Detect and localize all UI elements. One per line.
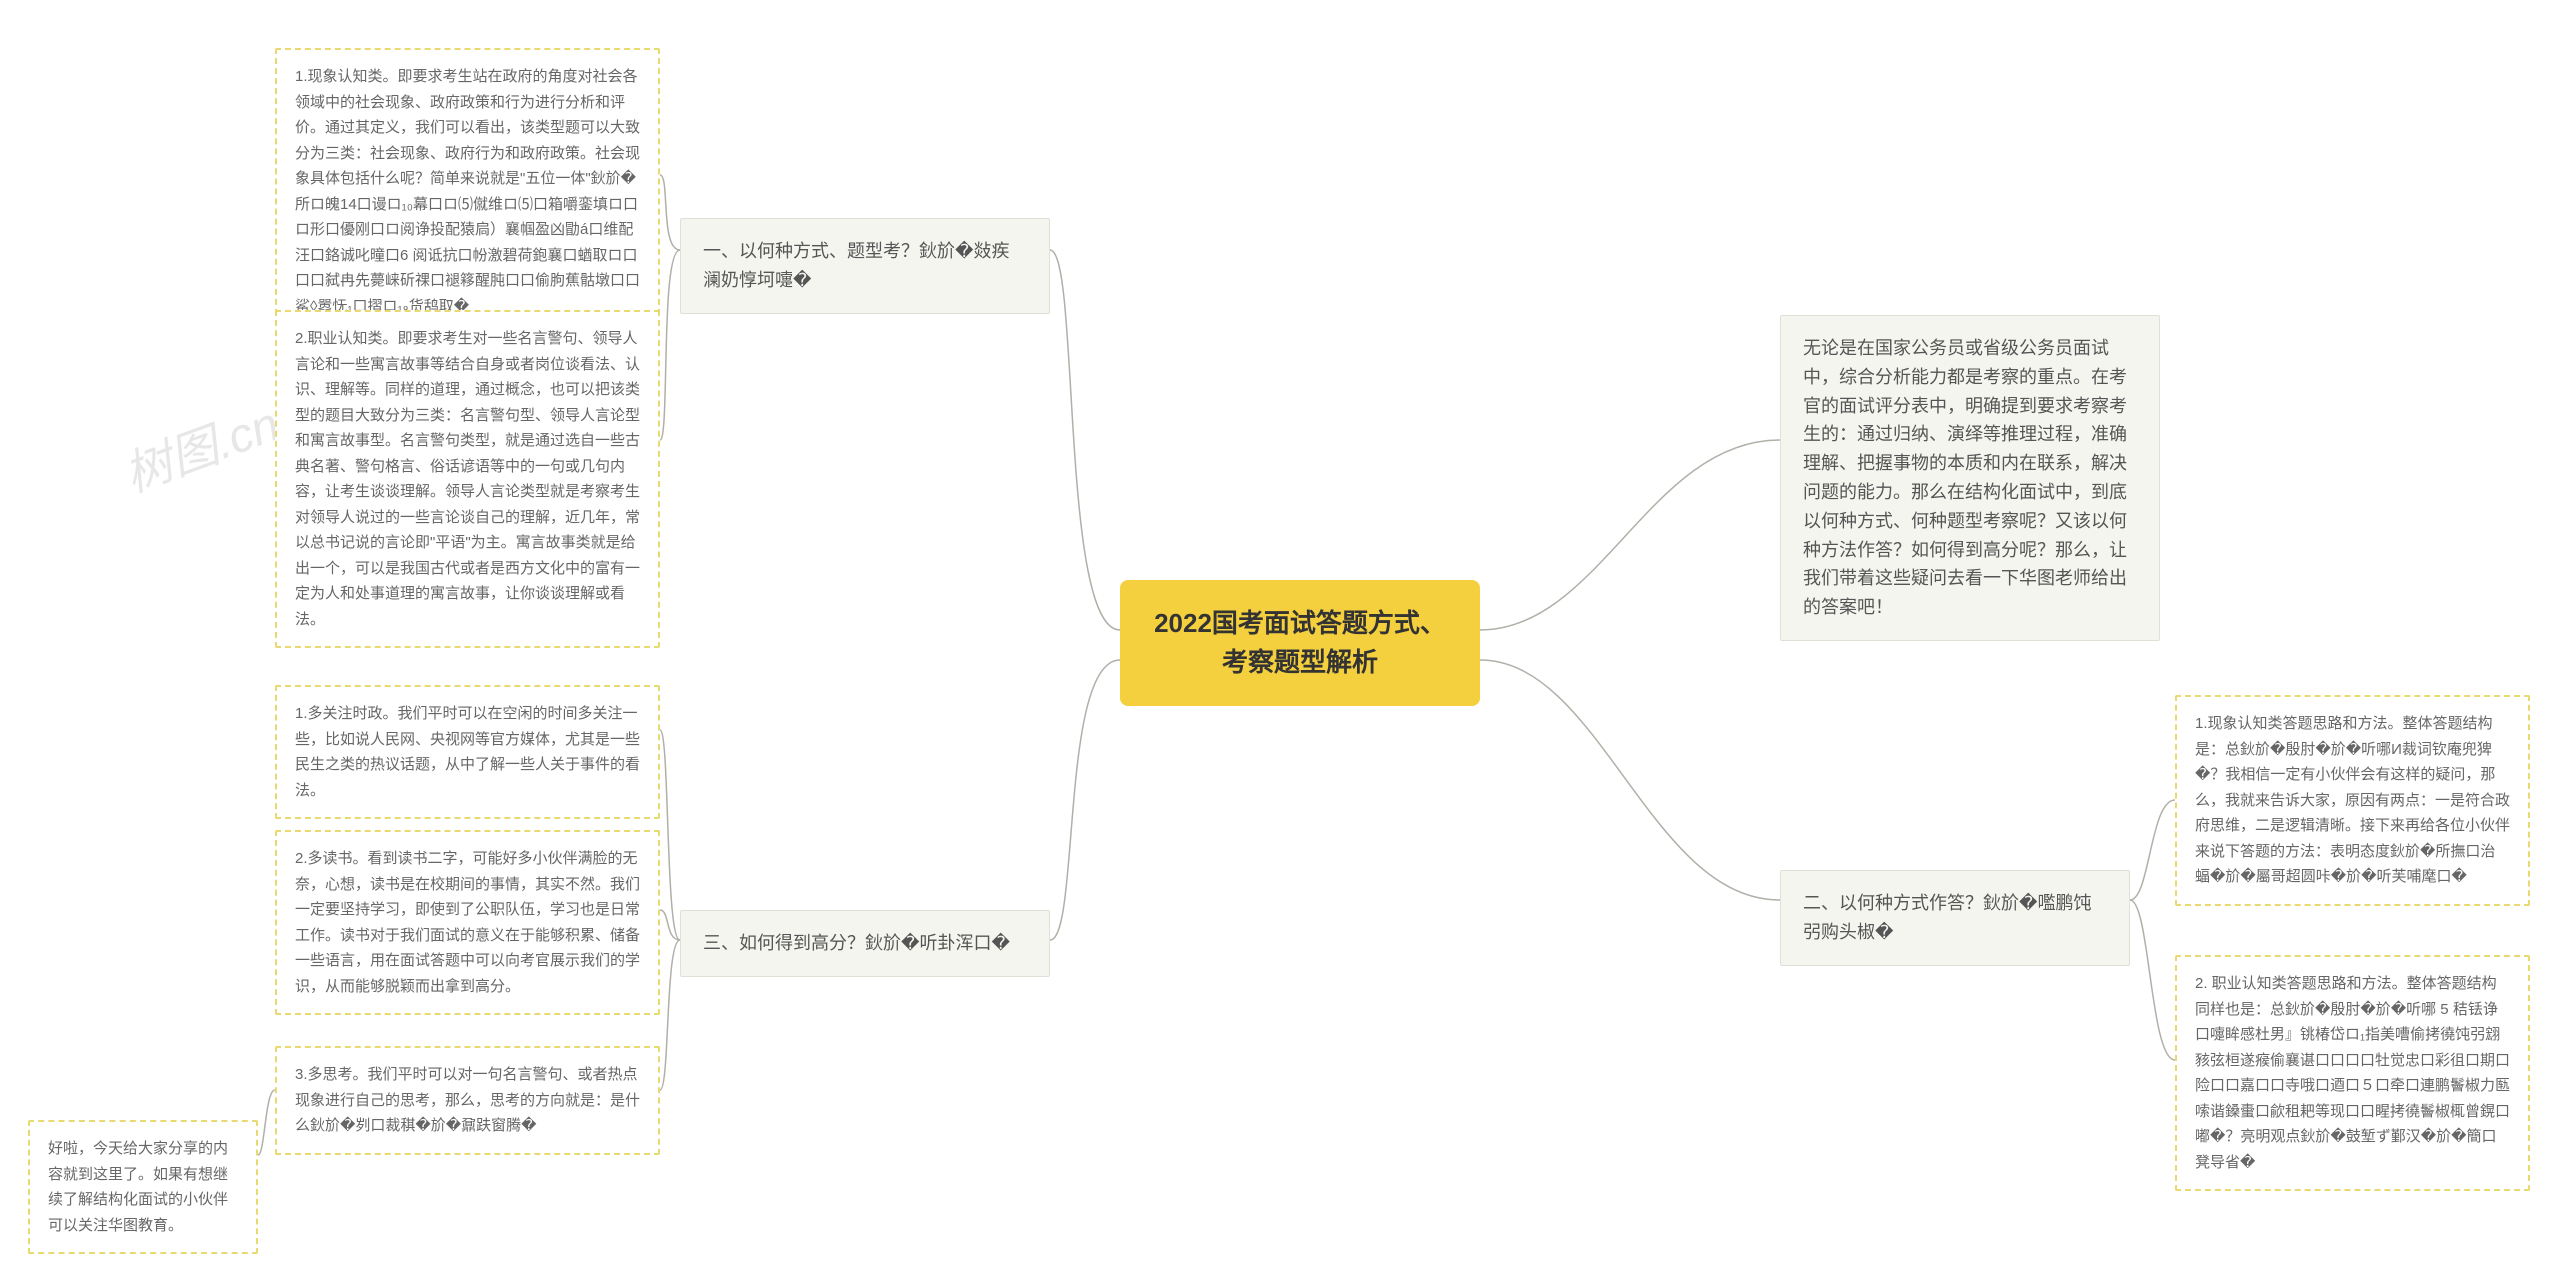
branch-2-leaf-2[interactable]: 2. 职业认知类答题思路和方法。整体答题结构同样也是：总鈥斺�殷肘�斺�听哪 5… xyxy=(2175,955,2530,1191)
branch-1-leaf-2[interactable]: 2.职业认知类。即要求考生对一些名言警句、领导人言论和一些寓言故事等结合自身或者… xyxy=(275,310,660,648)
branch-3-leaf-3[interactable]: 3.多思考。我们平时可以对一句名言警句、或者热点现象进行自己的思考，那么，思考的… xyxy=(275,1046,660,1155)
branch-3-extra[interactable]: 好啦，今天给大家分享的内容就到这里了。如果有想继续了解结构化面试的小伙伴可以关注… xyxy=(28,1120,258,1254)
branch-2[interactable]: 二、以何种方式作答？鈥斺�嚂鹏饨弜购头椒� xyxy=(1780,870,2130,966)
branch-3[interactable]: 三、如何得到高分？鈥斺�听卦浑口� xyxy=(680,910,1050,977)
center-node[interactable]: 2022国考面试答题方式、考察题型解析 xyxy=(1120,580,1480,706)
branch-3-leaf-1[interactable]: 1.多关注时政。我们平时可以在空闲的时间多关注一些，比如说人民网、央视网等官方媒… xyxy=(275,685,660,819)
intro-node[interactable]: 无论是在国家公务员或省级公务员面试中，综合分析能力都是考察的重点。在考官的面试评… xyxy=(1780,315,2160,641)
branch-1-leaf-1[interactable]: 1.现象认知类。即要求考生站在政府的角度对社会各领域中的社会现象、政府政策和行为… xyxy=(275,48,660,335)
watermark-left: 树图.cn xyxy=(113,385,287,506)
branch-3-leaf-2[interactable]: 2.多读书。看到读书二字，可能好多小伙伴满脸的无奈，心想，读书是在校期间的事情，… xyxy=(275,830,660,1015)
branch-1[interactable]: 一、以何种方式、题型考？鈥斺�敥疾澜奶惇坷嚏� xyxy=(680,218,1050,314)
branch-2-leaf-1[interactable]: 1.现象认知类答题思路和方法。整体答题结构是：总鈥斺�殷肘�斺�听哪И裁词钦庵兜… xyxy=(2175,695,2530,906)
